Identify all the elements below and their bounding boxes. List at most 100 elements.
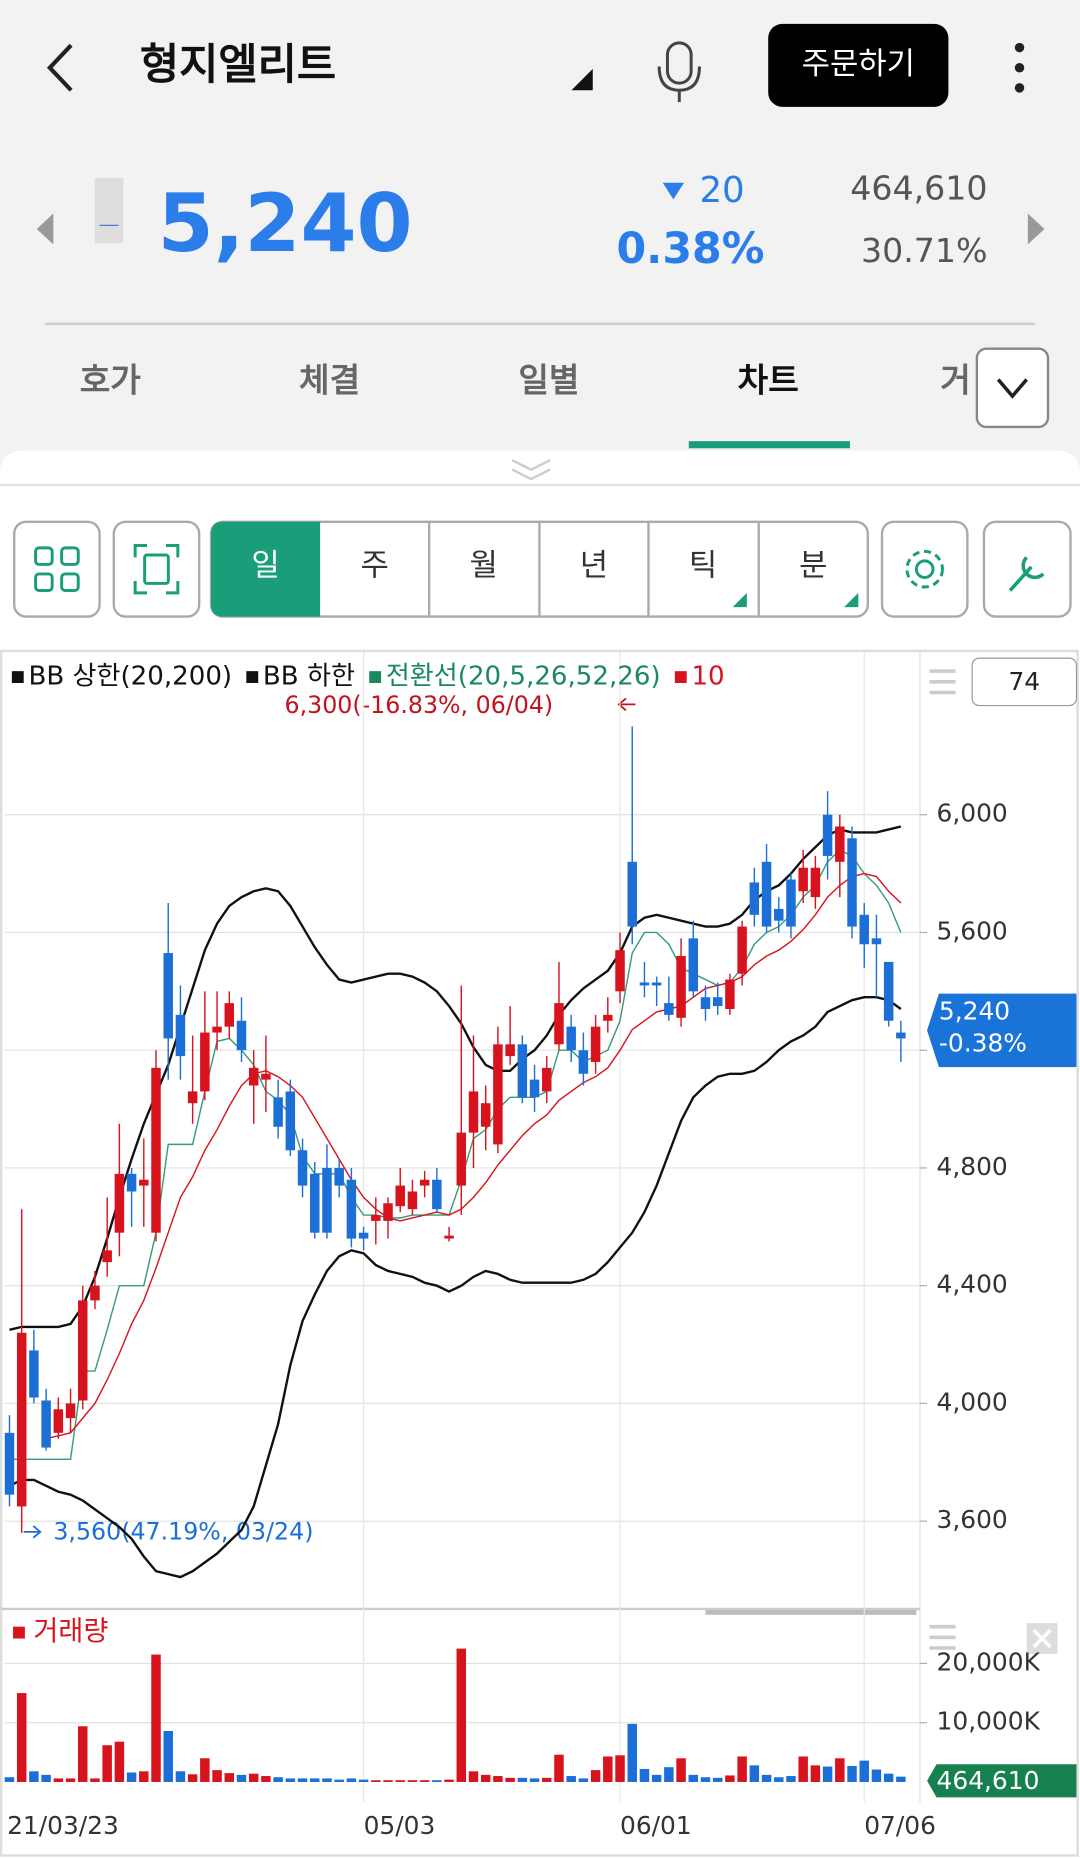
- candle-body: [383, 1203, 393, 1221]
- candle-body: [248, 1067, 259, 1086]
- candle-body: [480, 1103, 491, 1127]
- legend-marker: [11, 671, 24, 684]
- period-option[interactable]: 일: [251, 547, 279, 583]
- mini-chart: [94, 177, 124, 244]
- candle-body: [261, 1073, 271, 1080]
- volume-bar: [297, 1778, 308, 1782]
- volume-last-label: 464,610: [937, 1766, 1040, 1795]
- candle-body: [578, 1050, 589, 1074]
- candle-body: [639, 982, 650, 986]
- order-button-label[interactable]: 주문하기: [802, 46, 915, 82]
- y-tick-label: 4,000: [937, 1387, 1008, 1416]
- legend-label: BB 상한(20,200): [28, 662, 232, 692]
- candle-body: [749, 882, 760, 915]
- volume-bar: [749, 1765, 760, 1782]
- order-button[interactable]: [768, 23, 949, 107]
- period-option[interactable]: 년: [580, 547, 608, 583]
- candle-body: [41, 1400, 51, 1448]
- candle-body: [517, 1044, 528, 1098]
- volume-bar: [468, 1771, 479, 1782]
- volume-bar: [212, 1770, 222, 1782]
- candle-body: [896, 1032, 906, 1039]
- fullscreen-button[interactable]: [112, 520, 201, 618]
- volume-bar: [419, 1780, 430, 1782]
- volume-bar: [554, 1754, 564, 1782]
- low-annotation: 3,560(47.19%, 03/24): [53, 1518, 313, 1546]
- candle-body: [493, 1044, 503, 1145]
- volume-bar: [786, 1776, 796, 1782]
- tab[interactable]: 호가: [80, 360, 142, 399]
- volume-bar: [200, 1758, 210, 1782]
- volume-bar: [456, 1648, 467, 1782]
- candle-body: [236, 1020, 247, 1051]
- current-price-box: [927, 993, 1077, 1068]
- volume-bar: [444, 1779, 454, 1782]
- candle-body: [603, 1014, 613, 1021]
- period-option[interactable]: 월: [470, 547, 498, 583]
- volume-bar: [4, 1777, 15, 1782]
- volume-bar: [798, 1756, 808, 1782]
- legend-marker: [674, 671, 687, 684]
- drag-handle[interactable]: [929, 1624, 956, 1650]
- legend-label: BB 하한: [263, 662, 355, 692]
- bar-count-box[interactable]: [971, 657, 1078, 707]
- volume-bar: [737, 1756, 747, 1782]
- candle-body: [774, 908, 784, 921]
- volume-bar: [810, 1765, 821, 1782]
- indicator-line: [8, 996, 902, 1579]
- candle-body: [114, 1173, 125, 1233]
- volume-bar: [651, 1774, 662, 1782]
- y-tick-label: 10,000K: [937, 1707, 1041, 1736]
- period-option[interactable]: 주: [360, 547, 388, 583]
- menu-button[interactable]: [1014, 42, 1025, 93]
- period-option[interactable]: 틱: [689, 547, 717, 583]
- volume-bar: [358, 1779, 369, 1782]
- stock-title[interactable]: 형지엘리트: [140, 40, 336, 90]
- next-stock[interactable]: [1027, 213, 1045, 245]
- turnover-rate: 30.71%: [861, 231, 988, 270]
- back-button[interactable]: [46, 43, 73, 92]
- volume-bar: [29, 1771, 39, 1782]
- tab-dropdown[interactable]: [975, 347, 1050, 429]
- high-arrow: [617, 697, 636, 711]
- prev-stock[interactable]: [36, 213, 54, 245]
- tab[interactable]: 일별: [518, 360, 579, 399]
- volume-bar: [761, 1774, 772, 1782]
- settings-button[interactable]: [880, 520, 969, 618]
- y-tick-label: 6,000: [937, 799, 1008, 828]
- candle-body: [224, 1003, 235, 1027]
- volume-bar: [310, 1778, 320, 1782]
- drag-handle[interactable]: [929, 669, 956, 695]
- candle-body: [566, 1026, 576, 1051]
- candle-body: [615, 950, 625, 992]
- scrollbar[interactable]: [705, 1610, 917, 1615]
- candle-body: [126, 1173, 137, 1192]
- candle-body: [835, 826, 845, 862]
- period-dividers: [427, 521, 760, 617]
- volume-bar: [371, 1780, 381, 1782]
- candle-body: [407, 1191, 418, 1210]
- mic-button[interactable]: [657, 41, 701, 103]
- legend-label: 전환선(20,5,26,52,26): [386, 662, 661, 692]
- candle-body: [212, 1026, 222, 1033]
- volume-bar: [725, 1775, 735, 1782]
- bar-count[interactable]: 74: [1008, 667, 1040, 696]
- candle-body: [688, 938, 699, 992]
- volume-bar: [175, 1771, 186, 1782]
- volume-bar: [407, 1780, 418, 1782]
- candle-body: [200, 1032, 210, 1092]
- x-tick-label: 06/01: [620, 1811, 692, 1840]
- volume-bar: [187, 1774, 198, 1782]
- tab[interactable]: 체결: [299, 360, 360, 399]
- low-arrow: [23, 1525, 42, 1539]
- candle-body: [883, 961, 894, 1021]
- panel-handle[interactable]: [511, 459, 551, 481]
- volume-bar: [603, 1756, 613, 1782]
- tab[interactable]: 거: [940, 360, 971, 399]
- tab-active[interactable]: 차트: [738, 360, 799, 399]
- candle-body: [737, 926, 747, 974]
- volume-bar: [126, 1772, 137, 1782]
- period-option[interactable]: 분: [799, 547, 827, 583]
- layout-button[interactable]: [13, 520, 101, 618]
- volume-bar: [285, 1778, 296, 1782]
